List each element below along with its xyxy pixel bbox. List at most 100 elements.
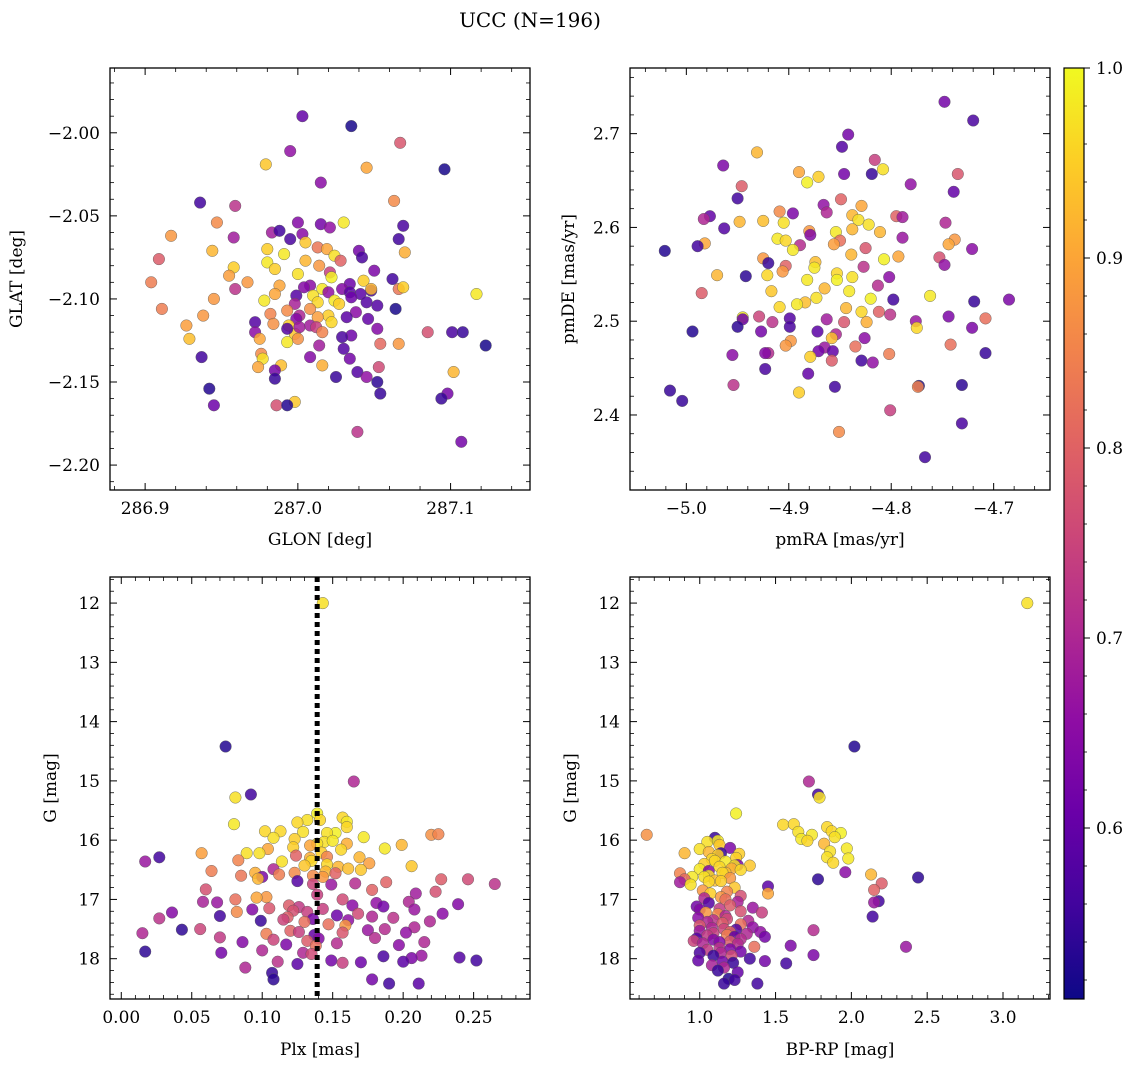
data-point-pmra-pmde-23 [786, 207, 799, 220]
data-point-pmra-pmde-128 [825, 354, 838, 367]
data-point-plx-g-12 [340, 821, 353, 834]
data-point-pmra-pmde-109 [755, 325, 768, 338]
data-point-bprp-g-57 [812, 873, 825, 886]
y-tick-label-bprp-g: 13 [598, 653, 620, 673]
data-point-plx-g-94 [408, 903, 421, 916]
panel-pmra-pmde: −5.0 −4.9 −4.8 −4.7 2.4 2.5 2.6 2.7 pmRA [mas/y… [559, 67, 1051, 550]
data-point-plx-g-34 [253, 847, 266, 860]
data-point-pmra-pmde-141 [955, 417, 968, 430]
data-point-pmra-pmde-14 [801, 176, 814, 189]
data-point-plx-g-133 [418, 936, 431, 949]
data-point-glon-glat-94 [325, 316, 338, 329]
data-point-glon-glat-9 [229, 199, 242, 212]
data-point-glon-glat-81 [264, 307, 277, 320]
data-point-plx-g-59 [273, 868, 286, 881]
axes-frame-glon-glat [109, 67, 531, 491]
data-point-pmra-pmde-91 [872, 305, 885, 318]
figure-title: UCC (N=196) [459, 8, 601, 32]
data-point-bprp-g-37 [827, 856, 840, 869]
data-point-bprp-g-67 [868, 883, 881, 896]
data-point-pmra-pmde-72 [883, 271, 896, 284]
data-point-bprp-g-80 [724, 899, 737, 912]
data-point-plx-g-92 [316, 902, 329, 915]
data-point-plx-g-3 [244, 788, 257, 801]
axes-frame-plx-g [109, 576, 531, 1000]
colorbar-ticks: 0.6 0.7 0.8 0.9 1.0 [1084, 59, 1123, 981]
data-point-plx-g-80 [229, 893, 242, 906]
data-point-pmra-pmde-29 [852, 213, 865, 226]
data-point-glon-glat-39 [313, 259, 326, 272]
data-point-pmra-pmde-79 [924, 289, 937, 302]
data-point-bprp-g-62 [674, 876, 687, 889]
data-point-bprp-g-130 [807, 949, 820, 962]
xlabel-plx: Plx [mas] [280, 1040, 360, 1060]
data-point-bprp-g-22 [724, 841, 737, 854]
data-point-plx-g-76 [409, 887, 422, 900]
data-point-pmra-pmde-20 [855, 199, 868, 212]
colorbar-gradient [1063, 67, 1085, 1000]
data-point-pmra-pmde-64 [762, 257, 775, 270]
colorbar: 0.6 0.7 0.8 0.9 1.0 [1063, 59, 1123, 1000]
data-point-bprp-g-144 [728, 974, 741, 987]
data-point-plx-g-81 [336, 893, 349, 906]
data-point-pmra-pmde-51 [658, 244, 671, 257]
data-point-pmra-pmde-106 [910, 321, 923, 334]
data-point-glon-glat-103 [281, 322, 294, 335]
data-point-plx-g-64 [251, 872, 264, 885]
panel-bprp-g: 1.0 1.5 2.0 2.5 3.0 12 13 14 15 16 17 18 BP-RP [mag… [561, 576, 1051, 1060]
data-point-pmra-pmde-140 [884, 404, 897, 417]
data-point-plx-g-20 [357, 831, 370, 844]
data-point-plx-g-157 [366, 973, 379, 986]
data-point-glon-glat-124 [252, 361, 265, 374]
data-point-pmra-pmde-74 [801, 273, 814, 286]
data-point-glon-glat-22 [284, 233, 297, 246]
data-point-plx-g-4 [229, 791, 242, 804]
data-point-bprp-g-28 [678, 847, 691, 860]
data-point-pmra-pmde-8 [793, 166, 806, 179]
data-point-glon-glat-128 [447, 366, 460, 379]
colorbar-tick-label: 0.7 [1096, 629, 1123, 649]
data-point-glon-glat-49 [145, 276, 158, 289]
data-point-pmra-pmde-125 [979, 347, 992, 360]
data-point-pmra-pmde-34 [862, 218, 875, 231]
data-point-glon-glat-131 [268, 372, 281, 385]
data-point-bprp-g-145 [718, 977, 731, 990]
data-point-plx-g-27 [304, 839, 317, 852]
data-point-pmra-pmde-96 [979, 312, 992, 325]
data-point-pmra-pmde-62 [808, 261, 821, 274]
data-point-pmra-pmde-66 [776, 265, 789, 278]
data-point-glon-glat-20 [227, 231, 240, 244]
data-point-glon-glat-98 [446, 326, 459, 339]
data-point-pmra-pmde-122 [883, 348, 896, 361]
data-point-plx-g-1 [219, 740, 232, 753]
data-point-plx-g-58 [329, 867, 342, 880]
data-point-plx-g-118 [175, 923, 188, 936]
data-point-plx-g-106 [387, 911, 400, 924]
data-point-pmra-pmde-129 [866, 356, 879, 369]
data-point-plx-g-108 [277, 913, 290, 926]
data-point-plx-g-9 [291, 816, 304, 829]
data-point-plx-g-117 [378, 923, 391, 936]
panel-plx-g: 0.00 0.05 0.10 0.15 0.20 0.25 12 13 14 15 16 17 18 P… [41, 576, 531, 1060]
data-point-plx-g-101 [436, 907, 449, 920]
data-point-plx-g-152 [336, 956, 349, 969]
data-point-glon-glat-140 [207, 399, 220, 412]
data-point-pmra-pmde-65 [938, 258, 951, 271]
data-point-pmra-pmde-142 [833, 425, 846, 438]
x-tick-label-plx-g: 0.20 [384, 1008, 422, 1028]
data-point-glon-glat-18 [165, 229, 178, 242]
data-point-pmra-pmde-83 [968, 295, 981, 308]
points-pmra-pmde [658, 95, 1016, 464]
data-point-glon-glat-113 [479, 339, 492, 352]
data-point-pmra-pmde-115 [858, 332, 871, 345]
data-point-pmra-pmde-15 [735, 180, 748, 193]
y-tick-label-bprp-g: 15 [598, 772, 620, 792]
data-point-plx-g-135 [280, 938, 293, 951]
data-point-glon-glat-31 [278, 248, 291, 261]
data-point-glon-glat-63 [365, 283, 378, 296]
data-point-plx-g-91 [263, 902, 276, 915]
y-tick-label-glon-glat: −2.10 [48, 290, 100, 310]
data-point-glon-glat-15 [397, 219, 410, 232]
y-tick-label-plx-g: 17 [78, 890, 100, 910]
data-point-bprp-g-2 [802, 775, 815, 788]
